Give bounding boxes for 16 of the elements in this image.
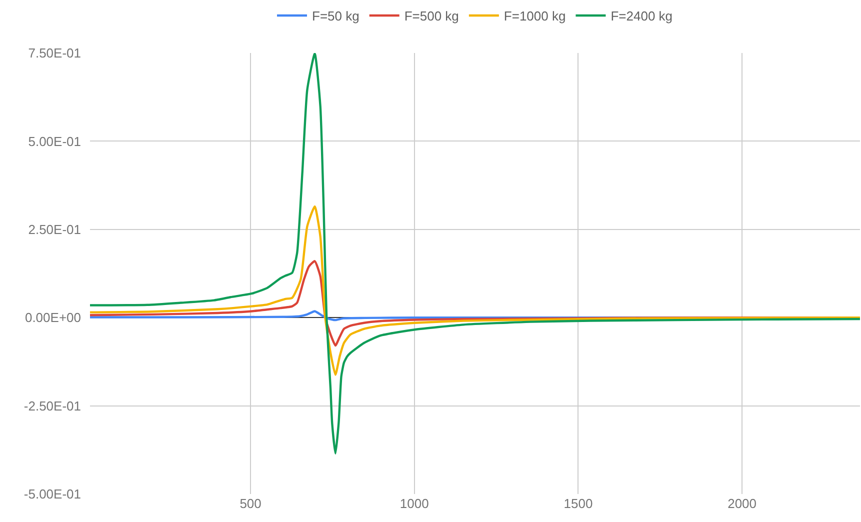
legend-label: F=2400 kg (610, 8, 673, 24)
x-tick-label: 500 (240, 496, 262, 511)
y-tick-label: -5.00E-01 (24, 486, 81, 502)
legend-label: F=50 kg (312, 8, 360, 24)
legend-label: F=1000 kg (504, 8, 566, 24)
x-tick-label: 1500 (564, 496, 593, 511)
line-series (90, 53, 860, 455)
x-tick-label: 1000 (400, 496, 429, 511)
y-tick-label: 2.50E-01 (28, 222, 81, 237)
x-tick-label: 2000 (728, 496, 756, 511)
y-tick-label: 5.00E-01 (28, 134, 81, 149)
legend-label: F=500 kg (404, 8, 459, 24)
line-series (90, 205, 860, 376)
y-tick-label: -2.50E-01 (24, 398, 81, 414)
y-tick-label: 0.00E+00 (24, 310, 81, 326)
y-tick-label: 7.50E-01 (28, 46, 81, 61)
